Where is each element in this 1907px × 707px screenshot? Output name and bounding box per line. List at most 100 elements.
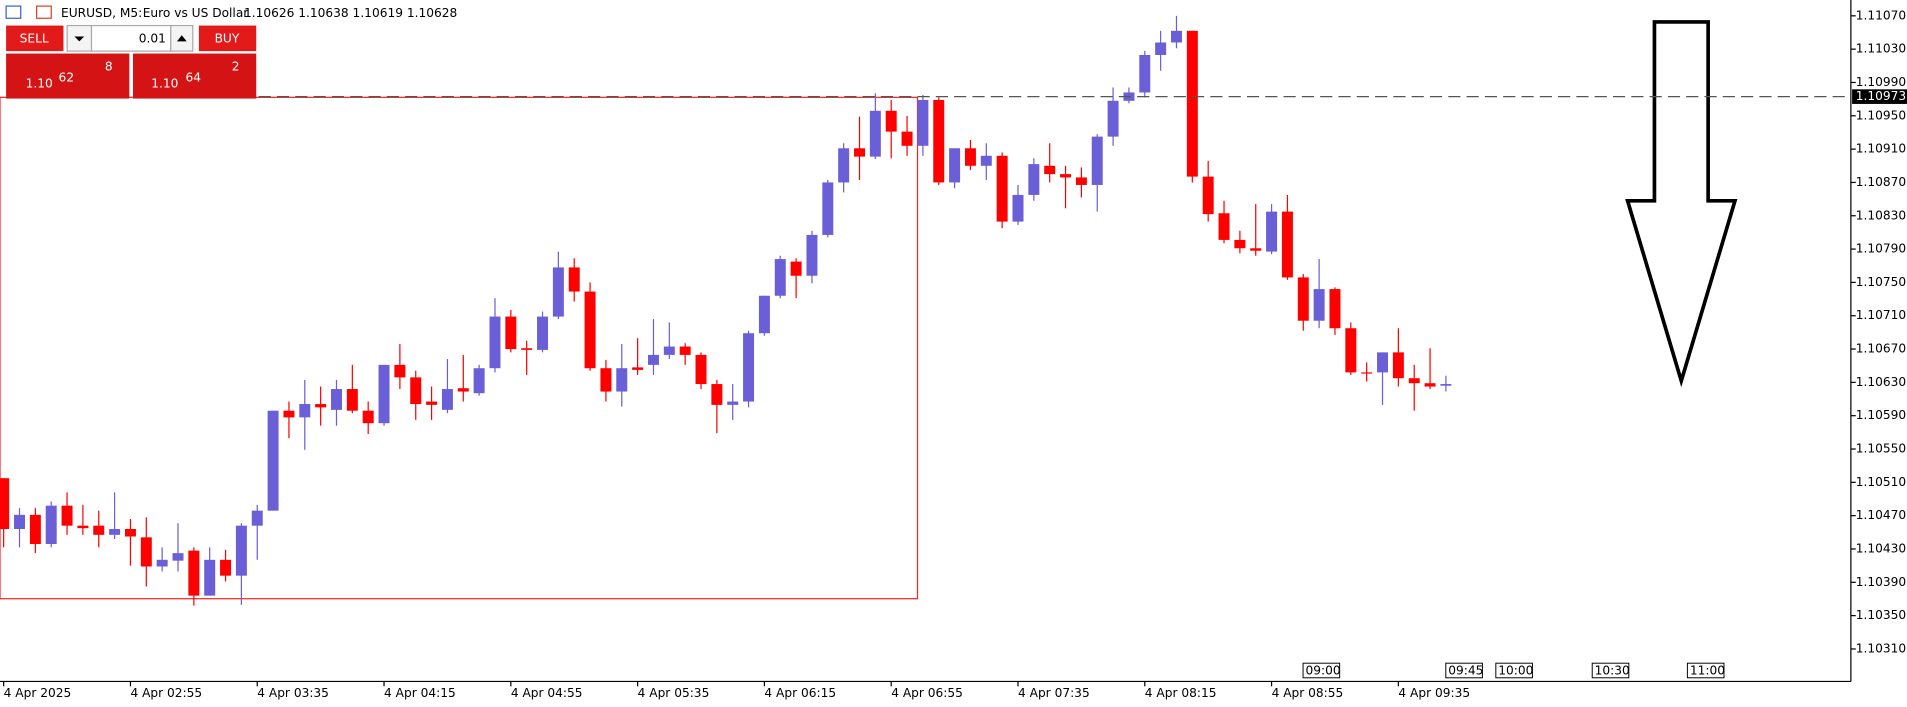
time-marker-box: [1591, 662, 1630, 679]
y-tick-label: 1.10510: [1856, 475, 1906, 489]
candle-body: [695, 354, 707, 385]
candle-body: [299, 404, 311, 418]
sell-label: SELL: [20, 31, 49, 45]
ask-small: 2: [232, 59, 240, 73]
chart-icon[interactable]: [35, 5, 52, 19]
increase-arrow: [176, 35, 187, 42]
y-tick-label: 1.10790: [1856, 242, 1906, 256]
candle-body: [109, 528, 121, 535]
lot-input[interactable]: [90, 24, 172, 52]
y-tick-label: 1.10630: [1856, 375, 1906, 389]
candle-body: [1234, 239, 1246, 249]
x-tick-label: 4 Apr 03:35: [257, 686, 329, 700]
candle-body: [1377, 352, 1389, 373]
candle-body: [45, 505, 57, 544]
candle-body: [1186, 30, 1198, 177]
y-tick-label: 1.10590: [1856, 408, 1906, 422]
candle-body: [77, 525, 89, 529]
x-tick-label: 4 Apr 08:55: [1272, 686, 1344, 700]
symbol: EURUSD, M5:: [61, 6, 142, 20]
candle-body: [854, 148, 865, 157]
candle-body: [964, 148, 976, 166]
candle-body: [283, 410, 295, 418]
candle-body: [980, 155, 992, 166]
y-tick-label: 1.10430: [1856, 541, 1906, 555]
candle-body: [521, 348, 533, 350]
candle-body: [679, 346, 691, 355]
candle-body: [14, 514, 25, 529]
candle-body: [346, 389, 358, 411]
candle-body: [124, 528, 136, 537]
candle-body: [869, 110, 881, 157]
candle-body: [790, 261, 802, 276]
buy-button[interactable]: [198, 25, 257, 52]
candle-body: [838, 148, 850, 183]
lot-value: 0.01: [139, 31, 166, 45]
candle-body: [1091, 136, 1103, 185]
x-tick-label: 4 Apr 05:35: [638, 686, 710, 700]
candle-body: [1155, 42, 1167, 55]
bid-main: 62: [59, 70, 75, 84]
candle-body: [933, 99, 945, 183]
candle-body: [537, 316, 549, 350]
x-tick-label: 4 Apr 2025: [4, 686, 72, 700]
time-marker-box: [1302, 662, 1341, 679]
time-marker-box: [1686, 662, 1725, 679]
window-icon[interactable]: [5, 5, 22, 19]
y-tick-label: 1.10870: [1856, 175, 1906, 189]
candle-body: [93, 525, 105, 535]
y-tick-label: 1.10670: [1856, 342, 1906, 356]
candle-body: [1440, 384, 1452, 386]
candle-body: [362, 410, 374, 424]
x-tick-label: 4 Apr 04:15: [384, 686, 456, 700]
candle-body: [568, 267, 580, 292]
y-tick-label: 1.10350: [1856, 608, 1906, 622]
x-tick-label: 4 Apr 07:35: [1018, 686, 1090, 700]
candle-body: [996, 155, 1008, 222]
candle-body: [410, 377, 422, 405]
candle-body: [822, 182, 834, 235]
candle-body: [0, 478, 10, 529]
candle-body: [473, 368, 485, 394]
candle-body: [1313, 289, 1325, 321]
x-tick-label: 4 Apr 04:55: [511, 686, 583, 700]
ask-box[interactable]: [132, 53, 257, 99]
sell-button[interactable]: [6, 25, 64, 52]
x-tick-label: 4 Apr 08:15: [1145, 686, 1217, 700]
candle-body: [156, 559, 168, 567]
candle-body: [600, 368, 612, 392]
x-tick-label: 4 Apr 06:15: [764, 686, 836, 700]
candle-body: [774, 259, 786, 296]
y-tick-label: 1.10310: [1856, 641, 1906, 655]
candle-body: [489, 316, 501, 369]
y-tick-label: 1.11070: [1856, 8, 1906, 22]
candle-body: [1075, 177, 1087, 185]
rectangle-object[interactable]: [0, 96, 919, 600]
ask-main: 64: [185, 70, 201, 84]
candle-body: [1424, 383, 1436, 387]
candle-body: [758, 295, 770, 334]
x-tick-label: 4 Apr 06:55: [891, 686, 963, 700]
candle-body: [616, 368, 628, 392]
buy-label: BUY: [215, 31, 240, 45]
candle-body: [1266, 211, 1278, 252]
y-tick-label: 1.10550: [1856, 442, 1906, 456]
candle-body: [1361, 372, 1373, 374]
candle-body: [315, 404, 327, 408]
candle-body: [1028, 164, 1040, 195]
candle-body: [1107, 100, 1119, 137]
y-tick-label: 1.10950: [1856, 108, 1906, 122]
time-marker: 10:30: [1595, 664, 1630, 678]
candle-body: [885, 110, 897, 132]
candle-body: [1408, 378, 1420, 384]
candle-body: [251, 510, 263, 526]
bid-box[interactable]: [6, 53, 130, 99]
candle-body: [727, 401, 739, 405]
price-label: 1.10973: [1856, 89, 1906, 103]
y-tick-label: 1.10990: [1856, 75, 1906, 89]
candle-body: [806, 234, 818, 276]
ohlc: 1.10626 1.10638 1.10619 1.10628: [244, 6, 457, 20]
candle-body: [204, 559, 216, 596]
arrow-object[interactable]: [1625, 20, 1738, 388]
